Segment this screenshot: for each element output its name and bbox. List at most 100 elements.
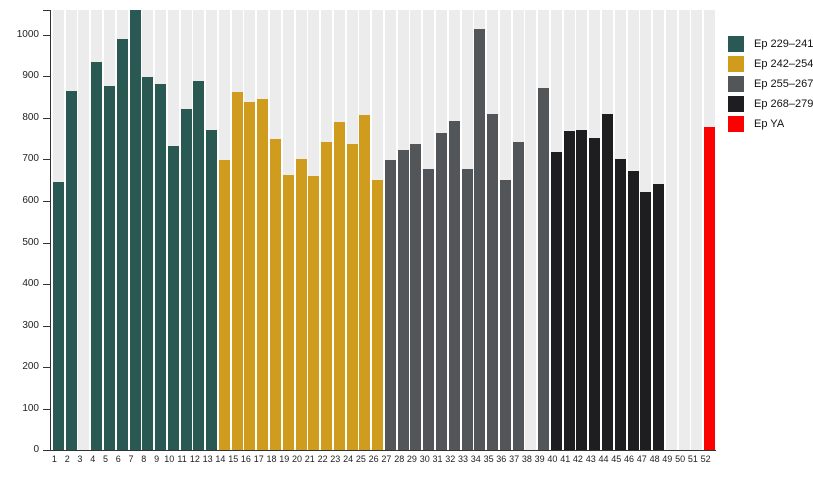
x-tick-label: 26 (368, 454, 379, 464)
bar-week-22 (321, 142, 332, 450)
x-tick-label: 18 (266, 454, 277, 464)
background-stripe (678, 10, 690, 450)
y-tick-label: 900 (22, 70, 39, 82)
legend-label: Ep 242–254 (754, 58, 813, 70)
bar-week-29 (410, 144, 422, 450)
legend-swatch-gray (728, 76, 744, 92)
bar-week-15 (231, 92, 243, 450)
x-tick-label: 30 (419, 454, 430, 464)
x-tick-label: 28 (394, 454, 405, 464)
bar-week-40 (550, 152, 562, 450)
bar-week-28 (397, 150, 409, 450)
y-tick (43, 284, 50, 285)
x-tick-label: 11 (177, 454, 187, 464)
x-tick-label: 41 (560, 454, 571, 464)
y-tick (43, 200, 50, 202)
background-stripe (665, 10, 677, 450)
x-tick-label: 42 (572, 454, 583, 464)
bar-week-26 (372, 180, 384, 450)
bar-week-52 (704, 127, 716, 450)
x-tick-label: 23 (330, 454, 341, 464)
legend-label: Ep 268–279 (754, 98, 813, 110)
x-tick-label: 1 (51, 454, 57, 464)
x-tick-label: 43 (585, 454, 596, 464)
x-tick-label: 46 (623, 454, 634, 464)
background-stripe (525, 10, 537, 450)
bar-week-11 (180, 108, 192, 450)
x-tick-label: 35 (483, 454, 494, 464)
x-tick-label: 12 (189, 454, 200, 464)
x-tick-label: 51 (687, 454, 698, 464)
x-tick-label: 39 (534, 454, 545, 464)
bar-week-18 (270, 138, 281, 450)
bar-week-30 (423, 168, 435, 450)
x-tick-label: 4 (90, 454, 96, 464)
x-tick-label: 49 (662, 454, 673, 464)
bar-week-23 (333, 122, 345, 450)
background-stripe (691, 10, 703, 450)
y-tick-label: 300 (22, 319, 39, 331)
x-tick-label: 21 (304, 454, 315, 464)
y-tick (43, 76, 50, 78)
bar-week-42 (576, 130, 588, 450)
bar-week-1 (52, 182, 64, 450)
x-tick-label: 52 (700, 454, 711, 464)
legend-swatch-gold (728, 56, 744, 72)
x-tick-label: 19 (279, 454, 290, 464)
legend-label: Ep YA (754, 118, 785, 130)
bar-week-21 (308, 176, 320, 450)
x-tick-label: 17 (253, 454, 264, 464)
y-tick (43, 325, 50, 327)
x-tick-label: 16 (240, 454, 251, 464)
bar-week-35 (487, 113, 498, 450)
y-axis-top-tick (43, 10, 50, 11)
bar-week-4 (91, 61, 103, 450)
x-tick-label: 22 (317, 454, 328, 464)
bar-week-25 (359, 115, 371, 450)
x-tick-label: 36 (496, 454, 507, 464)
x-tick-label: 45 (611, 454, 622, 464)
y-tick-label: 400 (22, 278, 39, 289)
x-tick-label: 31 (432, 454, 443, 464)
x-tick-label: 33 (457, 454, 468, 464)
bar-week-24 (346, 144, 358, 450)
bar-week-32 (448, 121, 460, 450)
bar-week-10 (167, 146, 179, 450)
x-tick-label: 20 (291, 454, 302, 464)
x-tick-label: 40 (547, 454, 558, 464)
x-tick-label: 32 (445, 454, 456, 464)
x-tick-label: 10 (164, 454, 175, 464)
y-tick-label: 700 (22, 153, 39, 165)
y-tick-label: 200 (22, 361, 39, 372)
bar-week-12 (193, 80, 205, 450)
x-tick-label: 47 (636, 454, 647, 464)
legend-swatch-teal (728, 36, 744, 52)
x-tick-label: 38 (521, 454, 532, 464)
background-stripe (78, 10, 90, 450)
y-axis-line (50, 10, 51, 451)
bar-week-31 (436, 132, 447, 450)
y-tick-label: 0 (33, 444, 39, 455)
x-tick-label: 15 (228, 454, 239, 464)
bar-week-13 (206, 129, 218, 450)
y-tick-label: 100 (22, 402, 39, 414)
bar-week-36 (499, 180, 511, 450)
x-tick-label: 44 (598, 454, 609, 464)
y-tick-label: 600 (22, 194, 39, 206)
x-tick-label: 8 (141, 454, 147, 464)
bar-week-43 (589, 137, 601, 450)
bar-week-6 (116, 39, 128, 450)
bar-week-45 (614, 158, 626, 450)
bar-week-33 (461, 168, 473, 450)
bar-week-19 (282, 175, 294, 450)
x-tick-label: 50 (675, 454, 686, 464)
bar-week-7 (129, 10, 141, 450)
x-tick-label: 6 (115, 454, 121, 464)
x-tick-label: 24 (343, 454, 354, 464)
legend-swatch-red (728, 116, 744, 132)
bar-week-39 (538, 88, 550, 450)
x-tick-label: 48 (649, 454, 660, 464)
legend-label: Ep 255–267 (754, 78, 813, 90)
bar-week-8 (142, 77, 154, 450)
